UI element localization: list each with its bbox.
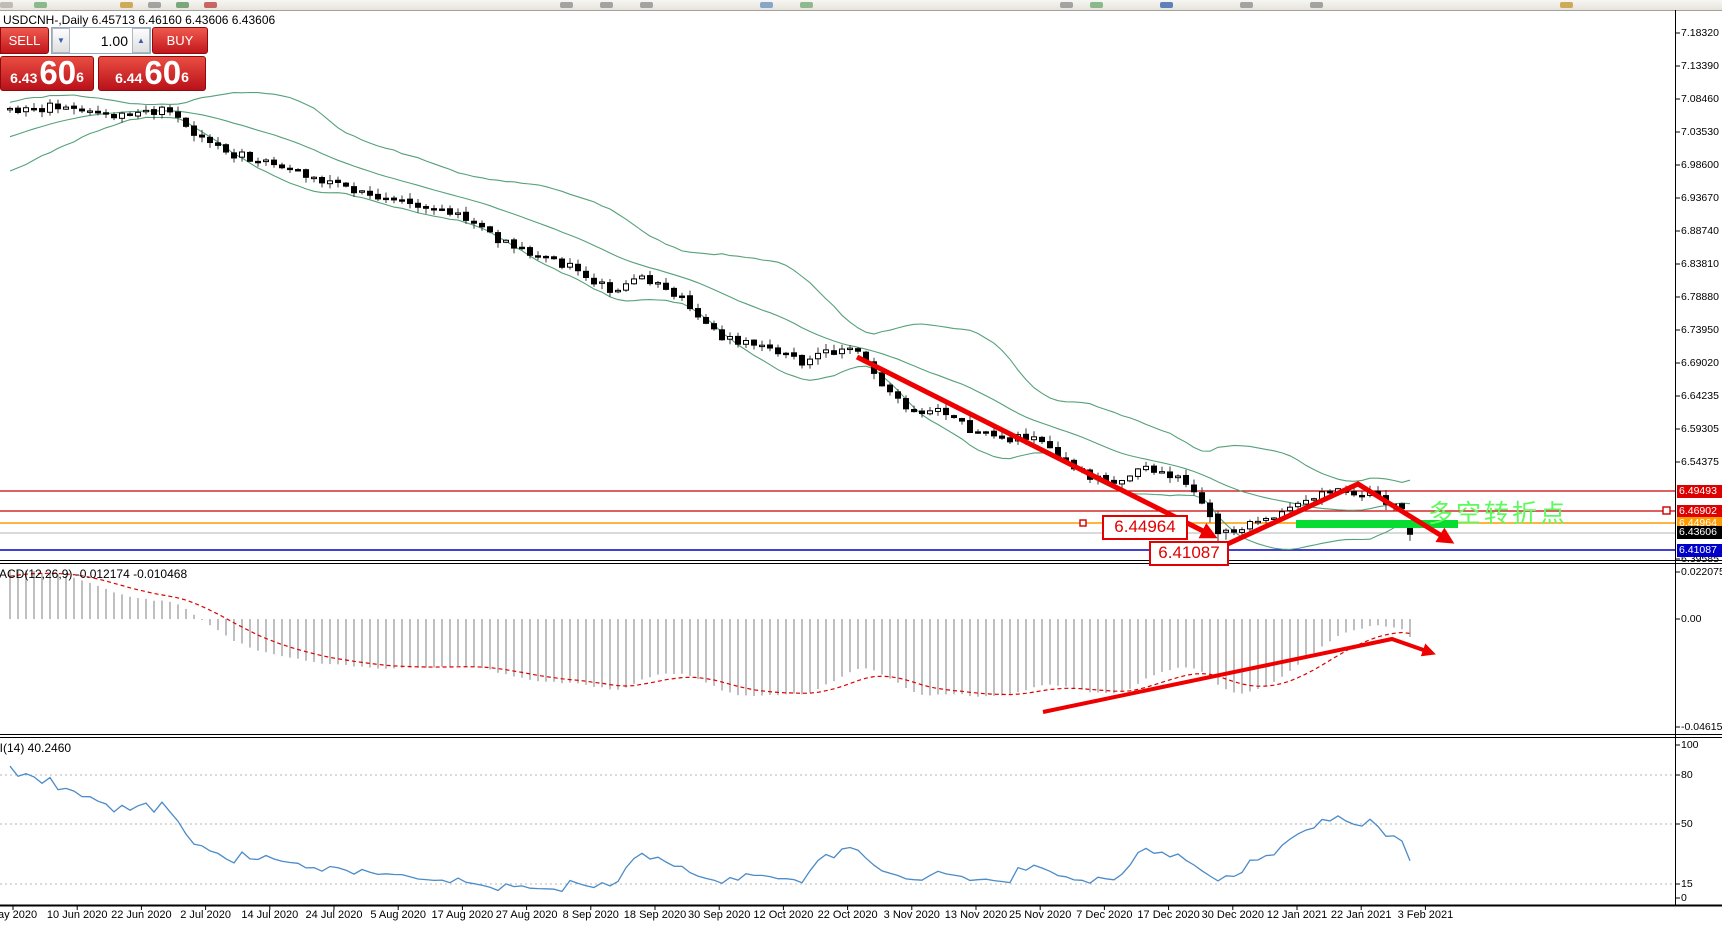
toolbar-icon[interactable] [1240, 2, 1253, 8]
date-label: 3 Nov 2020 [883, 909, 940, 921]
toolbar-icon[interactable] [1560, 2, 1573, 8]
sell-button[interactable]: SELL [0, 27, 49, 54]
date-label: 27 Aug 2020 [495, 909, 558, 921]
volume-stepper: ▼ ▲ [51, 27, 151, 54]
date-label: 13 Nov 2020 [944, 909, 1008, 921]
toolbar-icon[interactable] [1310, 2, 1323, 8]
price-tick-label: 6.64235 [1681, 390, 1719, 402]
turning-point-note[interactable]: 多空转折点 [1428, 500, 1569, 528]
price-tick-label: 6.59305 [1681, 423, 1719, 435]
volume-input[interactable] [70, 28, 132, 53]
toolbar-strip [0, 0, 1722, 11]
date-label: 2 Jul 2020 [180, 909, 231, 921]
macd-tick-label: 0.00 [1681, 613, 1702, 625]
toolbar-icon[interactable] [760, 2, 773, 8]
toolbar-icon[interactable] [600, 2, 613, 8]
support-price-callout[interactable]: 6.44964 [1102, 515, 1188, 540]
buy-price-big: 60 [144, 54, 182, 91]
price-tick-label: 6.93670 [1681, 192, 1719, 204]
sell-price-tile[interactable]: 6.43 60 6 [0, 56, 94, 91]
price-tick-label: 6.88740 [1681, 225, 1719, 237]
toolbar-icon[interactable] [0, 2, 13, 8]
rsi-tick-label: 80 [1681, 769, 1693, 781]
rsi-tick-label: 0 [1681, 892, 1687, 904]
date-label: 8 Sep 2020 [562, 909, 619, 921]
price-tick-label: 7.13390 [1681, 60, 1719, 72]
one-click-trading-panel: SELL ▼ ▲ BUY 6.43 60 6 6.44 60 6 [0, 27, 208, 91]
chart-ohlc-title: USDCNH-,Daily 6.45713 6.46160 6.43606 6.… [3, 13, 276, 27]
rsi-tick-label: 50 [1681, 818, 1693, 830]
date-label: 24 Jul 2020 [305, 909, 363, 921]
toolbar-icon[interactable] [1060, 2, 1073, 8]
price-badge: 6.46902 [1677, 505, 1722, 518]
date-label: 25 Nov 2020 [1008, 909, 1072, 921]
price-tick-label: 6.98600 [1681, 159, 1719, 171]
rsi-label: RSI(14) 40.2460 [0, 741, 72, 755]
price-badge: 6.41087 [1677, 544, 1722, 557]
volume-increase-icon[interactable]: ▲ [132, 28, 150, 53]
toolbar-icon[interactable] [120, 2, 133, 8]
date-label: 14 Jul 2020 [241, 909, 299, 921]
rsi-tick-label: 15 [1681, 878, 1693, 890]
price-tick-label: 6.69020 [1681, 357, 1719, 369]
date-label: 10 Jun 2020 [46, 909, 108, 921]
macd-tick-label: 0.022075 [1681, 566, 1722, 578]
buy-price-sup: 6 [181, 69, 189, 85]
buy-price-tile[interactable]: 6.44 60 6 [98, 56, 206, 91]
date-label: 17 Aug 2020 [431, 909, 494, 921]
date-label: 3 Feb 2021 [1397, 909, 1454, 921]
date-label: 7 Dec 2020 [1076, 909, 1133, 921]
date-label: 12 Jan 2021 [1266, 909, 1328, 921]
sell-price-sup: 6 [76, 69, 84, 85]
toolbar-icon[interactable] [800, 2, 813, 8]
macd-label: MACD(12,26,9) -0.012174 -0.010468 [0, 567, 188, 581]
buy-price-prefix: 6.44 [115, 70, 143, 86]
date-label: 30 Sep 2020 [687, 909, 751, 921]
rsi-tick-label: 100 [1681, 739, 1699, 751]
price-tick-label: 6.73950 [1681, 324, 1719, 336]
date-label: 30 Dec 2020 [1201, 909, 1264, 921]
date-label: May 2020 [0, 909, 38, 921]
date-label: 22 Jan 2021 [1330, 909, 1392, 921]
price-tick-label: 7.08460 [1681, 93, 1719, 105]
toolbar-icon[interactable] [1160, 2, 1173, 8]
price-badge: 6.43606 [1677, 526, 1722, 539]
toolbar-icon[interactable] [148, 2, 161, 8]
toolbar-icon[interactable] [1090, 2, 1103, 8]
date-label: 18 Sep 2020 [623, 909, 687, 921]
price-tick-label: 6.54375 [1681, 456, 1719, 468]
price-tick-label: 6.83810 [1681, 258, 1719, 270]
date-label: 22 Oct 2020 [817, 909, 878, 921]
toolbar-icon[interactable] [176, 2, 189, 8]
low-price-callout[interactable]: 6.41087 [1149, 541, 1229, 566]
date-label: 22 Jun 2020 [111, 909, 172, 921]
price-tick-label: 7.03530 [1681, 126, 1719, 138]
toolbar-icon[interactable] [34, 2, 47, 8]
toolbar-icon[interactable] [640, 2, 653, 8]
volume-decrease-icon[interactable]: ▼ [52, 28, 70, 53]
date-label: 12 Oct 2020 [753, 909, 814, 921]
sell-price-big: 60 [39, 54, 77, 91]
buy-button[interactable]: BUY [152, 27, 208, 54]
price-badge: 6.49493 [1677, 485, 1722, 498]
price-tick-label: 6.78880 [1681, 291, 1719, 303]
toolbar-icon[interactable] [204, 2, 217, 8]
toolbar-icon[interactable] [560, 2, 573, 8]
date-label: 5 Aug 2020 [370, 909, 427, 921]
sell-price-prefix: 6.43 [10, 70, 38, 86]
date-label: 17 Dec 2020 [1137, 909, 1200, 921]
price-tick-label: 7.18320 [1681, 27, 1719, 39]
